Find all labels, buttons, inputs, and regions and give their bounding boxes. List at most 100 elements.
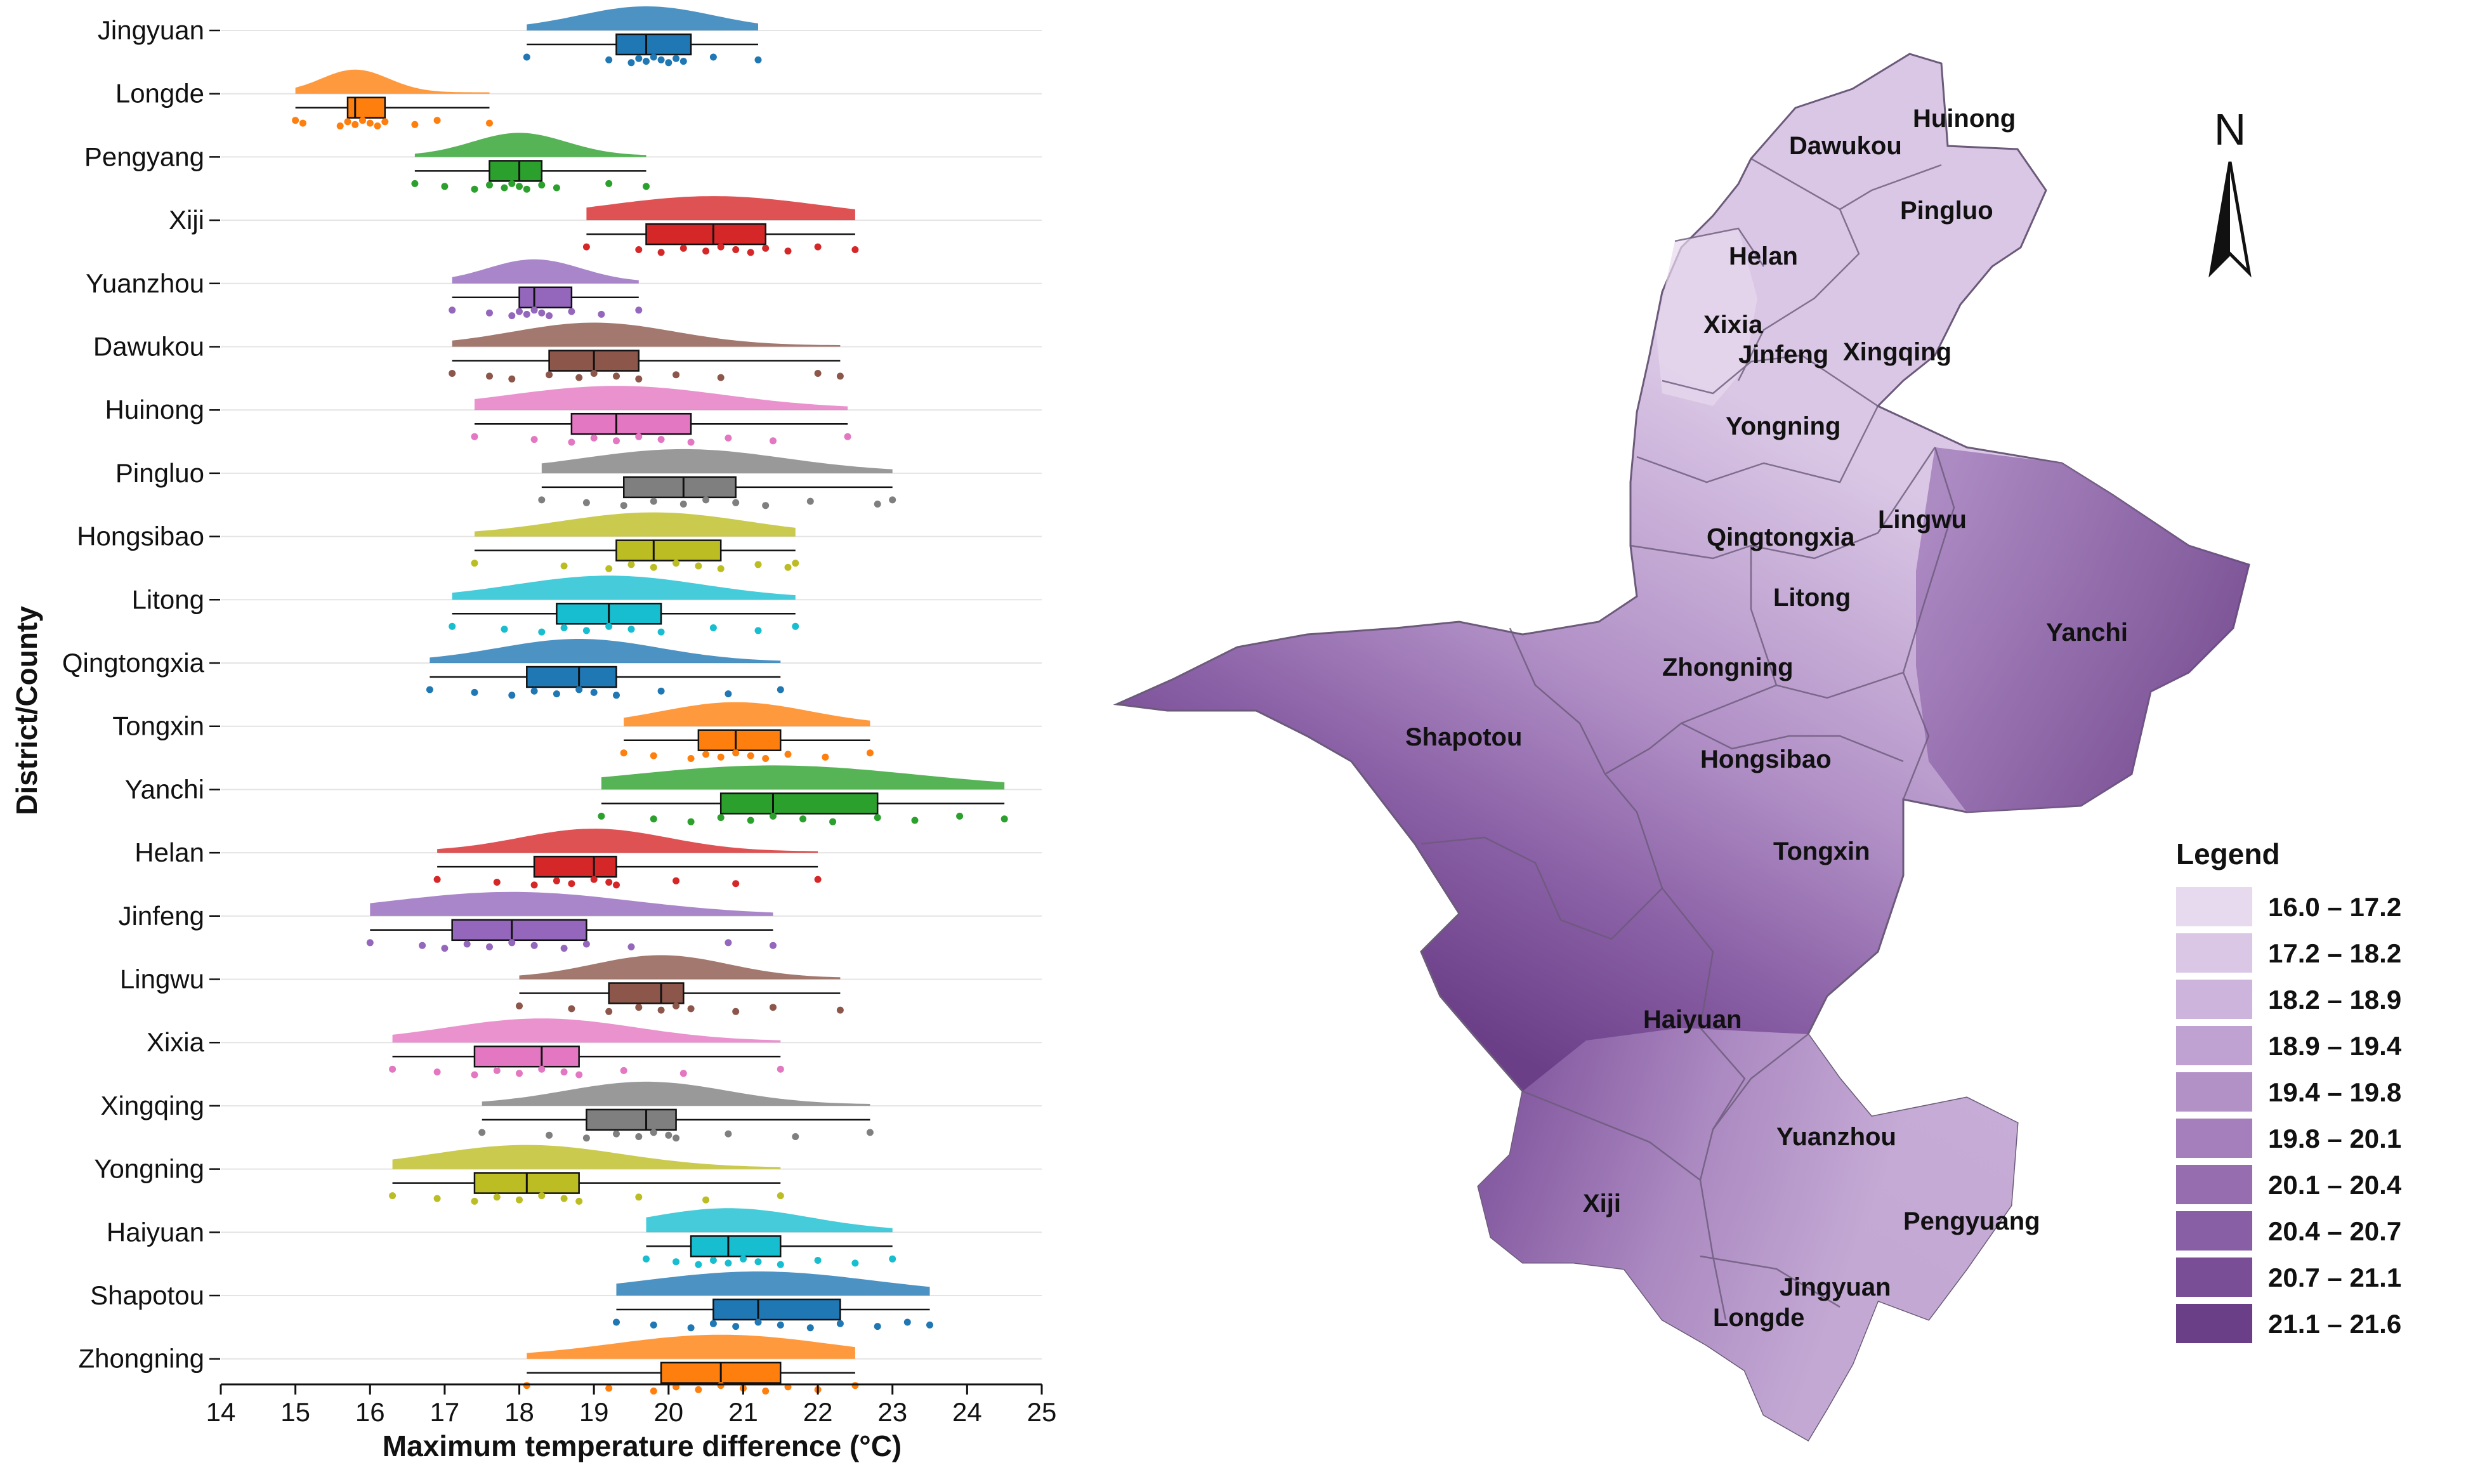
density-cloud — [482, 1081, 870, 1106]
data-point — [650, 815, 657, 823]
data-point — [389, 1065, 397, 1073]
data-point — [471, 688, 478, 696]
data-point — [486, 119, 493, 127]
data-point — [635, 375, 643, 383]
data-point — [605, 1384, 613, 1392]
y-tick-label: Lingwu — [120, 964, 204, 994]
data-point — [508, 939, 516, 947]
series-jinfeng: Jinfeng — [119, 891, 777, 952]
data-point — [650, 1388, 657, 1395]
data-point — [874, 814, 881, 822]
data-point — [627, 943, 635, 950]
data-point — [687, 438, 695, 446]
data-point — [874, 1323, 881, 1330]
data-point — [784, 563, 792, 571]
data-point — [650, 497, 657, 505]
series-group: Jingyuan Longde Pengyang Xiji Yuanzhou Dawuko… — [62, 6, 1008, 1395]
legend-label: 19.4 – 19.8 — [2268, 1077, 2401, 1107]
box — [518, 286, 573, 309]
data-point — [702, 751, 710, 758]
series-jingyuan: Jingyuan — [98, 6, 762, 67]
data-point — [754, 1258, 762, 1266]
density-cloud — [541, 449, 893, 473]
district-label: Xingqing — [1843, 338, 1952, 366]
legend-label: 17.2 – 18.2 — [2268, 938, 2401, 968]
data-point — [605, 180, 613, 187]
box — [615, 539, 722, 561]
data-point — [829, 818, 837, 825]
data-point — [844, 433, 851, 440]
data-point — [866, 749, 874, 757]
data-point — [903, 1318, 911, 1326]
data-point — [657, 436, 665, 443]
series-lingwu: Lingwu — [120, 955, 844, 1015]
data-point — [732, 880, 740, 888]
data-point — [359, 117, 366, 124]
data-point — [516, 1070, 523, 1077]
series-pengyang: Pengyang — [84, 133, 650, 193]
x-tick-label: 14 — [206, 1397, 236, 1427]
data-point — [702, 247, 710, 255]
y-tick-label: Zhongning — [79, 1344, 205, 1374]
data-point — [605, 879, 613, 886]
data-point — [866, 1129, 874, 1136]
data-point — [590, 370, 598, 377]
data-point — [426, 686, 433, 693]
data-point — [762, 755, 770, 762]
data-point — [672, 371, 680, 379]
data-point — [493, 1193, 501, 1201]
data-point — [471, 1197, 478, 1205]
data-point — [777, 1192, 784, 1200]
data-point — [717, 243, 725, 251]
legend-label: 20.7 – 21.1 — [2268, 1263, 2401, 1292]
data-point — [717, 374, 725, 381]
legend-title: Legend — [2176, 837, 2280, 870]
data-point — [635, 433, 643, 440]
data-point — [672, 55, 680, 62]
data-point — [613, 1130, 620, 1138]
data-point — [501, 626, 508, 633]
data-point — [582, 499, 590, 506]
density-cloud — [437, 829, 818, 853]
legend-swatch — [2176, 980, 2252, 1019]
data-point — [657, 56, 665, 63]
data-point — [449, 306, 456, 314]
data-point — [911, 817, 919, 824]
data-point — [530, 942, 538, 949]
district-boundaries — [1420, 157, 1955, 1320]
data-point — [605, 622, 613, 630]
data-point — [747, 752, 754, 759]
density-cloud — [430, 639, 781, 663]
x-tick-label: 21 — [728, 1397, 758, 1427]
district-label: Dawukou — [1789, 132, 1902, 160]
series-huinong: Huinong — [105, 386, 851, 446]
data-point — [770, 437, 777, 445]
data-point — [546, 312, 553, 320]
data-point — [792, 560, 799, 567]
data-point — [777, 1065, 784, 1073]
data-point — [657, 628, 665, 636]
map-shape — [1113, 53, 2250, 1442]
data-point — [672, 1002, 680, 1009]
district-label: Lingwu — [1878, 506, 1967, 534]
data-point — [336, 122, 344, 129]
data-point — [747, 817, 754, 824]
district-label: Yanchi — [2046, 619, 2128, 647]
data-point — [538, 496, 546, 504]
data-point — [605, 56, 613, 63]
data-point — [560, 562, 568, 570]
data-point — [568, 1005, 575, 1013]
box — [712, 1298, 841, 1321]
density-cloud — [452, 575, 796, 600]
y-tick-label: Jingyuan — [98, 15, 204, 45]
district-label: Pengyuang — [1903, 1207, 2040, 1235]
data-point — [486, 309, 493, 317]
data-point — [366, 119, 374, 127]
legend: Legend 16.0 – 17.2 17.2 – 18.2 18.2 – 18.9… — [2176, 837, 2402, 1343]
y-tick-label: Pingluo — [115, 458, 204, 488]
series-xixia: Xixia — [147, 1018, 784, 1079]
data-point — [411, 180, 419, 187]
data-point — [725, 939, 732, 947]
data-point — [538, 628, 546, 636]
